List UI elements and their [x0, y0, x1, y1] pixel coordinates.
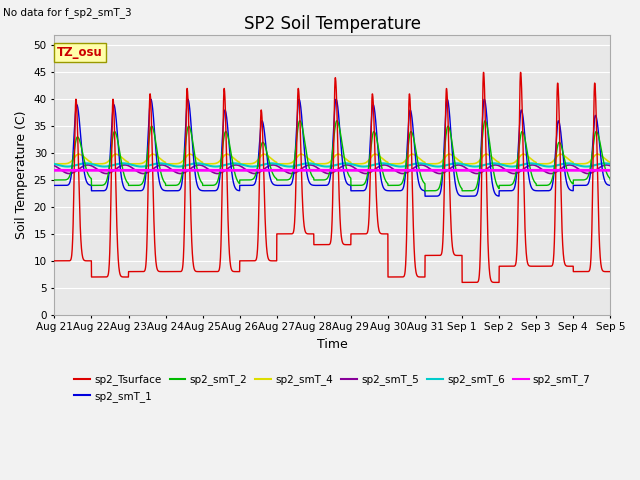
Title: SP2 Soil Temperature: SP2 Soil Temperature: [244, 15, 421, 33]
Text: TZ_osu: TZ_osu: [57, 46, 103, 59]
Y-axis label: Soil Temperature (C): Soil Temperature (C): [15, 110, 28, 239]
Legend: sp2_Tsurface, sp2_smT_1, sp2_smT_2, sp2_smT_4, sp2_smT_5, sp2_smT_6, sp2_smT_7: sp2_Tsurface, sp2_smT_1, sp2_smT_2, sp2_…: [70, 371, 595, 406]
X-axis label: Time: Time: [317, 338, 348, 351]
Text: No data for f_sp2_smT_3: No data for f_sp2_smT_3: [3, 7, 132, 18]
